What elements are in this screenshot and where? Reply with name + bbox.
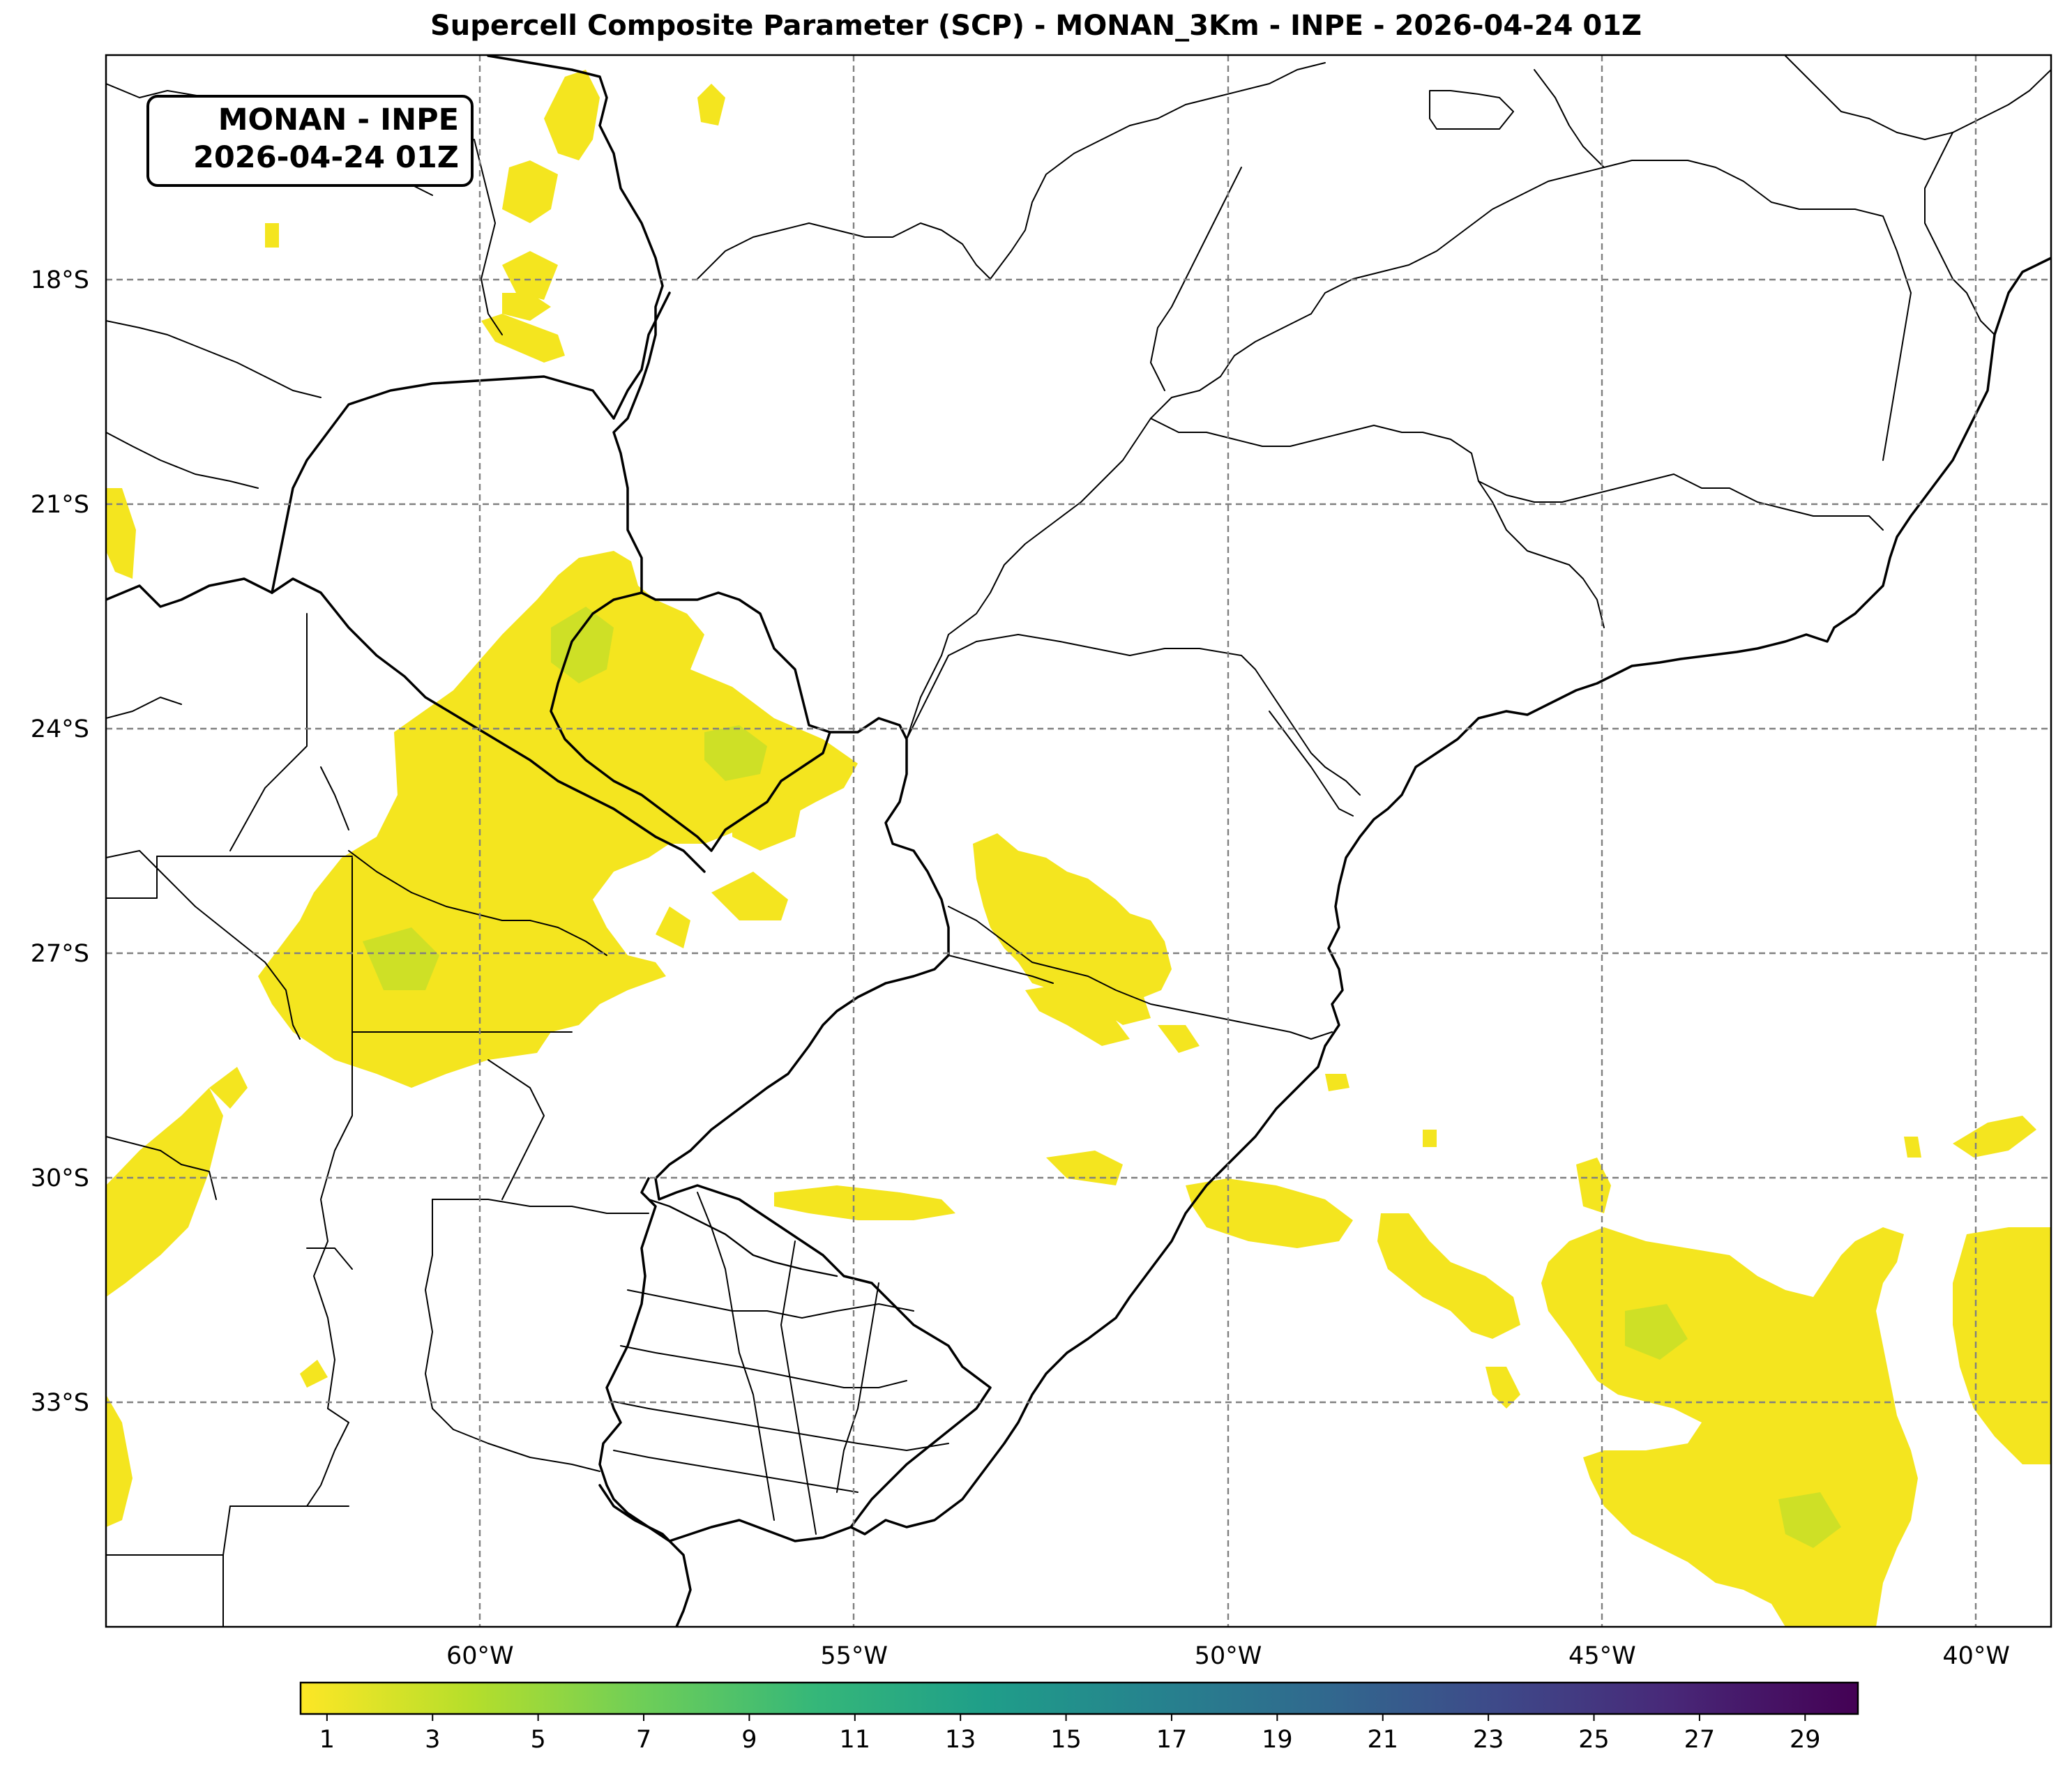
colorbar-tick-label: 17 (1156, 1726, 1188, 1754)
colorbar-tick-label: 7 (636, 1726, 651, 1754)
lon-tick-label: 60°W (446, 1642, 514, 1670)
scp-shaded-field (106, 70, 2051, 1627)
lat-tick-label: 27°S (31, 940, 89, 968)
badge-line1: MONAN - INPE (218, 103, 459, 137)
colorbar-ticks (326, 1714, 1806, 1721)
colorbar-tick-label: 5 (530, 1726, 545, 1754)
model-badge: MONAN - INPE 2026-04-24 01Z (146, 95, 474, 187)
lon-tick-label: 40°W (1942, 1642, 2010, 1670)
map-title: Supercell Composite Parameter (SCP) - MO… (430, 10, 1642, 42)
lat-tick-label: 30°S (31, 1164, 89, 1192)
colorbar-gradient (299, 1681, 1859, 1715)
lon-tick-label: 45°W (1568, 1642, 1636, 1670)
colorbar-tick-label: 13 (945, 1726, 976, 1754)
colorbar-tick-label: 25 (1578, 1726, 1610, 1754)
lat-tick-label: 18°S (31, 266, 89, 294)
colorbar-tick-label: 21 (1367, 1726, 1398, 1754)
lat-tick-label: 33°S (31, 1389, 89, 1417)
colorbar-tick-label: 29 (1790, 1726, 1821, 1754)
scp-higher-values (363, 607, 1841, 1548)
colorbar: 1 3 5 7 9 11 13 15 17 19 21 23 25 27 29 (299, 1681, 1859, 1754)
lat-tick-label: 24°S (31, 715, 89, 743)
map-gridlines (106, 55, 2051, 1627)
colorbar-tick-label: 15 (1050, 1726, 1082, 1754)
lon-tick-label: 55°W (820, 1642, 888, 1670)
colorbar-tick-label: 1 (319, 1726, 335, 1754)
colorbar-tick-labels: 1 3 5 7 9 11 13 15 17 19 21 23 25 27 29 (319, 1726, 1821, 1754)
longitude-tick-labels: 60°W 55°W 50°W 45°W 40°W (446, 1642, 2010, 1670)
colorbar-tick-label: 3 (425, 1726, 440, 1754)
colorbar-tick-label: 19 (1262, 1726, 1293, 1754)
map-frame (105, 54, 2052, 1628)
colorbar-tick-label: 27 (1684, 1726, 1716, 1754)
latitude-tick-labels: 18°S 21°S 24°S 27°S 30°S 33°S (31, 266, 89, 1417)
lat-tick-label: 21°S (31, 491, 89, 519)
badge-line2: 2026-04-24 01Z (193, 140, 459, 175)
lon-tick-label: 50°W (1195, 1642, 1262, 1670)
colorbar-tick-label: 11 (840, 1726, 871, 1754)
colorbar-tick-label: 9 (741, 1726, 757, 1754)
colorbar-tick-label: 23 (1473, 1726, 1504, 1754)
political-boundaries (106, 55, 2051, 1627)
